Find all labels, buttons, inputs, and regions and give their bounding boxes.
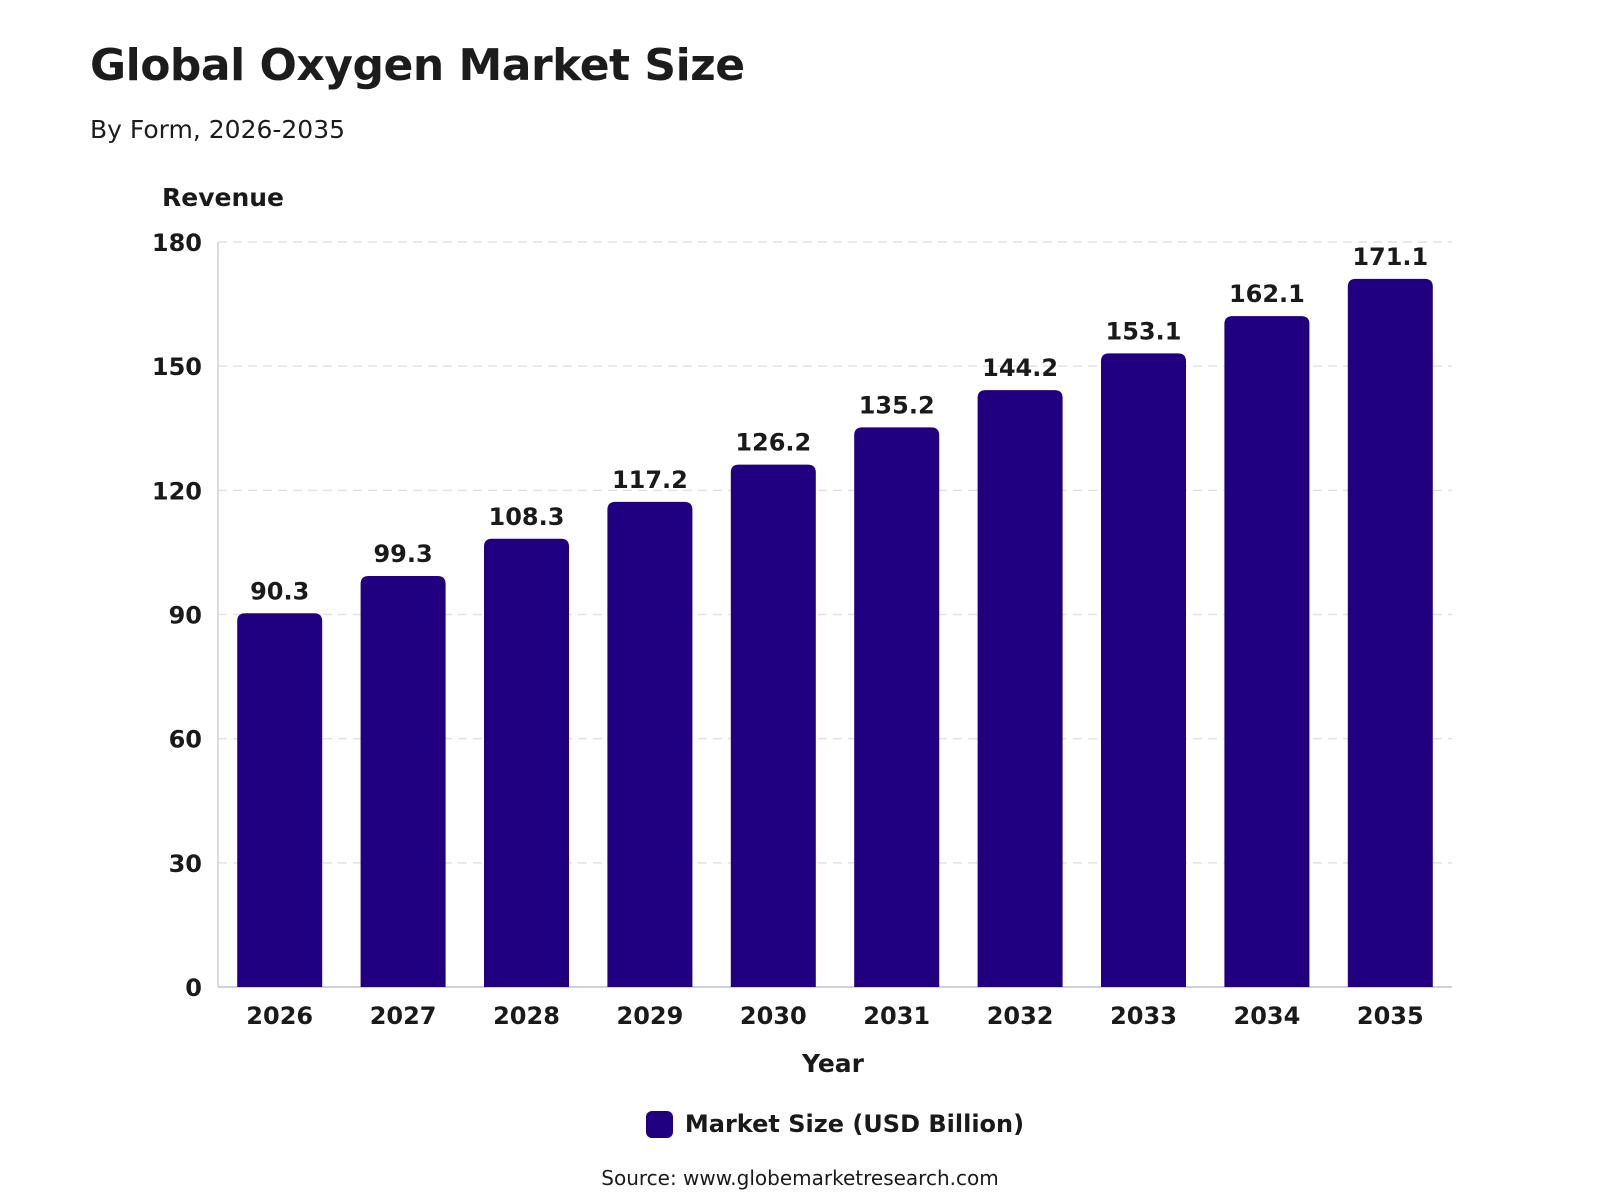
data-label: 171.1 xyxy=(1352,243,1428,271)
y-tick-label: 90 xyxy=(169,602,202,630)
data-label: 90.3 xyxy=(250,577,309,605)
x-tick-label: 2028 xyxy=(493,1002,560,1030)
bar xyxy=(730,464,816,987)
x-tick-label: 2029 xyxy=(617,1002,684,1030)
data-label: 108.3 xyxy=(489,503,565,531)
x-tick-label: 2027 xyxy=(370,1002,437,1030)
data-label: 117.2 xyxy=(612,466,688,494)
bar xyxy=(1224,316,1310,987)
y-axis-title: Revenue xyxy=(162,183,284,212)
y-tick-label: 150 xyxy=(152,353,202,381)
x-tick-label: 2030 xyxy=(740,1002,807,1030)
y-tick-label: 30 xyxy=(169,850,202,878)
x-tick-label: 2031 xyxy=(863,1002,930,1030)
data-label: 144.2 xyxy=(982,354,1058,382)
x-tick-label: 2035 xyxy=(1357,1002,1424,1030)
chart-title: Global Oxygen Market Size xyxy=(90,40,745,91)
axes: 0 30 60 90 120 150 180 2026 2027 2028 2029 2030 2031… xyxy=(152,229,1452,1030)
bar xyxy=(360,576,446,987)
x-axis-title: Year xyxy=(801,1049,865,1078)
y-tick-label: 60 xyxy=(169,726,202,754)
x-tick-label: 2034 xyxy=(1234,1002,1301,1030)
bars xyxy=(237,278,1433,987)
bar xyxy=(484,538,569,987)
legend: Market Size (USD Billion) xyxy=(0,1110,1600,1138)
source-note: Source: www.globemarketresearch.com xyxy=(601,1166,999,1190)
bar xyxy=(237,613,323,987)
bar-chart: 0 30 60 90 120 150 180 2026 2027 2028 2029 2030 2031… xyxy=(152,183,1452,1078)
bar xyxy=(1347,278,1433,987)
y-tick-label: 0 xyxy=(185,974,202,1002)
bar xyxy=(607,501,693,987)
data-labels: 90.3 99.3 108.3 117.2 126.2 135.2 144.2 153.1 16… xyxy=(250,243,1428,605)
bar xyxy=(977,390,1063,987)
data-label: 126.2 xyxy=(735,429,811,457)
legend-swatch xyxy=(645,1110,673,1138)
y-tick-label: 120 xyxy=(152,477,202,505)
x-tick-label: 2033 xyxy=(1110,1002,1177,1030)
chart-subtitle: By Form, 2026-2035 xyxy=(90,115,346,144)
bar xyxy=(1101,353,1186,987)
data-label: 99.3 xyxy=(373,540,432,568)
data-label: 153.1 xyxy=(1106,317,1182,345)
data-label: 162.1 xyxy=(1229,280,1305,308)
legend-label: Market Size (USD Billion) xyxy=(684,1110,1025,1138)
x-tick-label: 2026 xyxy=(246,1002,313,1030)
x-tick-label: 2032 xyxy=(987,1002,1054,1030)
y-tick-label: 180 xyxy=(152,229,202,257)
data-label: 135.2 xyxy=(859,391,935,419)
bar xyxy=(854,427,940,987)
